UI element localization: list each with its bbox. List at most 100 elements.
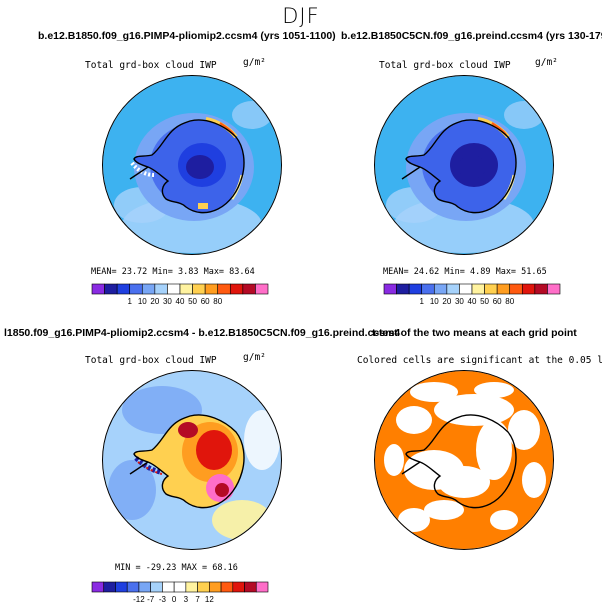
colorbar-cell: [162, 581, 175, 593]
colorbar-cell: [383, 283, 397, 295]
nonsignificant-cells: [474, 382, 514, 398]
peninsula-outline: [129, 461, 149, 475]
nonsignificant-cells: [522, 462, 546, 498]
colorbar-cell: [547, 283, 561, 295]
panel-4-polar-map: [374, 370, 554, 550]
colorbar-cell: [103, 581, 116, 593]
colorbar-cell: [255, 581, 269, 593]
colorbar-cell: [91, 283, 105, 295]
colorbar-tick-label: 1: [127, 297, 132, 306]
panel-3-units-label: g/m²: [243, 352, 266, 363]
continent-outline: [405, 119, 517, 214]
colorbar-tick-label: 10: [138, 297, 147, 306]
colorbar-cell: [104, 283, 118, 295]
colorbar-tick-label: 40: [176, 297, 185, 306]
map-border: [102, 370, 282, 550]
colorbar-cell: [179, 283, 193, 295]
colorbar-tick-label: 80: [213, 297, 222, 306]
panel-1-stats: MEAN= 23.72 Min= 3.83 Max= 83.64: [91, 267, 255, 277]
continent-outline: [405, 414, 517, 509]
nonsignificant-cells: [438, 466, 490, 498]
colorbar-cell: [433, 283, 448, 295]
shelf-high-cell: [198, 203, 208, 209]
colorbar-cell: [220, 581, 234, 593]
colorbar-cell: [229, 283, 244, 295]
colorbar-tick-label: 60: [493, 297, 502, 306]
panel-3-variable-label: Total grd-box cloud IWP: [85, 355, 217, 366]
colorbar-cell: [459, 283, 473, 295]
colorbar-cell: [496, 283, 511, 295]
colorbar-cell: [150, 581, 163, 593]
plateau-core: [458, 155, 486, 179]
panel-2-polar-map: [374, 75, 554, 255]
colorbar-cell: [129, 283, 143, 295]
colorbar-cell: [217, 283, 231, 295]
nonsignificant-cells: [384, 444, 404, 476]
panel-2-title: b.e12.B1850C5CN.f09_g16.preind.ccsm4 (yr…: [341, 30, 602, 42]
colorbar-tick-label: 30: [163, 297, 172, 306]
colorbar-cell: [521, 283, 536, 295]
panel-2-stats: MEAN= 24.62 Min= 4.89 Max= 51.65: [383, 267, 547, 277]
panel-2-colorbar: 1 10 20 30 40 50 60 80: [383, 283, 561, 306]
nonsignificant-cells: [398, 508, 430, 532]
colorbar-cell: [534, 283, 548, 295]
colorbar-tick-label: -12: [133, 595, 145, 604]
colorbar-cell: [244, 581, 257, 593]
nonsignificant-cells: [424, 500, 464, 520]
colorbar-tick-label: 12: [205, 595, 214, 604]
colorbar-cell: [192, 283, 206, 295]
panel-3-colorbar: -12 -7 -3 0 3 7 12: [91, 581, 269, 604]
colorbar-cell: [138, 581, 151, 593]
peninsula-negative: [134, 456, 161, 475]
map-border: [374, 75, 554, 255]
colorbar-cell: [173, 581, 187, 593]
colorbar-cell: [242, 283, 256, 295]
nonsignificant-cells: [476, 420, 512, 480]
panel-1-title: b.e12.B1850.f09_g16.PIMP4-pliomip2.ccsm4…: [38, 30, 336, 42]
neutral-region: [244, 410, 280, 470]
colorbar-tick-label: 40: [468, 297, 477, 306]
colorbar-tick-label: 3: [184, 595, 189, 604]
map-border: [102, 75, 282, 255]
panel-3-stats: MIN = -29.23 MAX = 68.16: [115, 563, 238, 573]
colorbar-cell: [91, 581, 105, 593]
colorbar-tick-label: 7: [195, 595, 200, 604]
colorbar-cell: [197, 581, 210, 593]
colorbar-cell: [232, 581, 245, 593]
colorbar-cell: [167, 283, 181, 295]
colorbar-cell: [154, 283, 168, 295]
nonsignificant-cells: [396, 406, 432, 434]
plateau-core: [186, 155, 214, 179]
colorbar-cell: [471, 283, 485, 295]
strong-positive-anomaly: [178, 422, 198, 438]
colorbar-tick-label: 1: [419, 297, 424, 306]
colorbar-tick-label: 80: [505, 297, 514, 306]
colorbar-tick-label: 0: [172, 595, 177, 604]
colorbar-cell: [255, 283, 269, 295]
colorbar-cell: [446, 283, 460, 295]
panel-3-polar-map: [102, 370, 282, 550]
colorbar-tick-label: 50: [480, 297, 489, 306]
panel-1-variable-label: Total grd-box cloud IWP: [85, 60, 217, 71]
panel-1-polar-map: [102, 75, 282, 255]
peninsula-outline: [401, 166, 421, 180]
max-positive-core: [215, 483, 229, 497]
panel-3-title: l1850.f09_g16.PIMP4-pliomip2.ccsm4 - b.e…: [4, 327, 401, 339]
colorbar-tick-label: 50: [188, 297, 197, 306]
colorbar-tick-label: 30: [455, 297, 464, 306]
colorbar-cell: [421, 283, 435, 295]
panel-1-colorbar: 1 10 20 30 40 50 60 80: [91, 283, 269, 306]
negative-region: [108, 460, 156, 520]
colorbar-tick-label: 20: [150, 297, 159, 306]
peninsula-speckle: [130, 161, 155, 177]
continent-outline: [133, 414, 245, 509]
colorbar-cell: [408, 283, 423, 295]
nonsignificant-cells: [508, 410, 540, 450]
colorbar-cell: [509, 283, 523, 295]
panel-2-variable-label: Total grd-box cloud IWP: [379, 60, 511, 71]
nonsignificant-cells: [490, 510, 518, 530]
colorbar-cell: [141, 283, 156, 295]
map-border: [374, 370, 554, 550]
panel-4-note: Colored cells are significant at the 0.0…: [357, 355, 602, 366]
colorbar-tick-label: -7: [147, 595, 155, 604]
